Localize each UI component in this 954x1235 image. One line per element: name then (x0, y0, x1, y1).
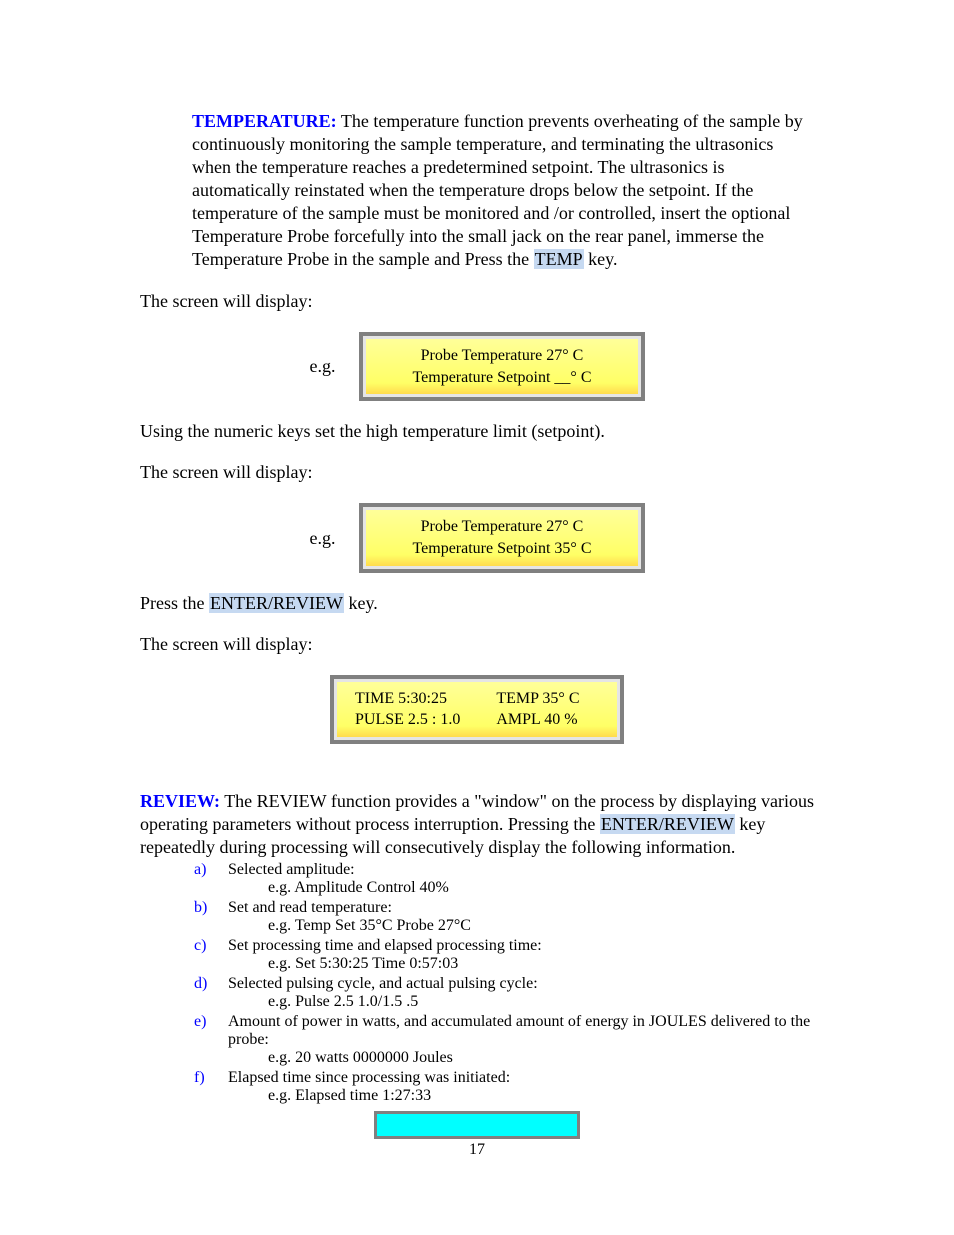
li-letter-d: d) (194, 975, 214, 1011)
lcd1-line1: Probe Temperature 27° C (412, 345, 591, 367)
lcd-inner-1: Probe Temperature 27° C Temperature Setp… (366, 339, 637, 394)
li-eg-f: e.g. Elapsed time 1:27:33 (268, 1087, 814, 1105)
enter-review-key-1: ENTER/REVIEW (209, 593, 344, 613)
li-letter-e: e) (194, 1013, 214, 1067)
lcd2-line1: Probe Temperature 27° C (412, 516, 591, 538)
li-text-e: Amount of power in watts, and accumulate… (228, 1013, 814, 1049)
temperature-paragraph: TEMPERATURE: The temperature function pr… (192, 110, 814, 271)
li-eg-d: e.g. Pulse 2.5 1.0/1.5 .5 (268, 993, 814, 1011)
eg-label-2: e.g. (309, 528, 335, 549)
li-eg-b: e.g. Temp Set 35°C Probe 27°C (268, 917, 814, 935)
li-body-c: Set processing time and elapsed processi… (228, 937, 814, 973)
review-list: a) Selected amplitude: e.g. Amplitude Co… (194, 861, 814, 1105)
li-eg-a: e.g. Amplitude Control 40% (268, 879, 814, 897)
lcd3-c1l2: PULSE 2.5 : 1.0 (355, 709, 460, 731)
li-text-c: Set processing time and elapsed processi… (228, 937, 814, 955)
lcd3-col2: TEMP 35° C AMPL 40 % (496, 688, 579, 731)
li-text-b: Set and read temperature: (228, 899, 814, 917)
li-body-f: Elapsed time since processing was initia… (228, 1069, 814, 1105)
lcd3-c2l2: AMPL 40 % (496, 709, 579, 731)
li-letter-b: b) (194, 899, 214, 935)
lcd1-line2: Temperature Setpoint __° C (412, 367, 591, 389)
lcd3-c1l1: TIME 5:30:25 (355, 688, 460, 710)
li-letter-a: a) (194, 861, 214, 897)
list-item-c: c) Set processing time and elapsed proce… (194, 937, 814, 973)
page-number: 17 (140, 1141, 814, 1159)
list-item-e: e) Amount of power in watts, and accumul… (194, 1013, 814, 1067)
li-body-a: Selected amplitude: e.g. Amplitude Contr… (228, 861, 814, 897)
press-enter-after: key. (344, 593, 378, 613)
lcd-row-3: TIME 5:30:25 PULSE 2.5 : 1.0 TEMP 35° C … (140, 675, 814, 744)
temperature-body-before: The temperature function prevents overhe… (192, 111, 803, 269)
li-letter-c: c) (194, 937, 214, 973)
temp-key: TEMP (534, 249, 584, 269)
list-item-a: a) Selected amplitude: e.g. Amplitude Co… (194, 861, 814, 897)
lcd-row-1: e.g. Probe Temperature 27° C Temperature… (140, 332, 814, 401)
cyan-box (374, 1111, 580, 1139)
li-body-e: Amount of power in watts, and accumulate… (228, 1013, 814, 1067)
list-item-b: b) Set and read temperature: e.g. Temp S… (194, 899, 814, 935)
li-eg-e: e.g. 20 watts 0000000 Joules (268, 1049, 814, 1067)
press-enter-line: Press the ENTER/REVIEW key. (140, 593, 814, 614)
li-text-d: Selected pulsing cycle, and actual pulsi… (228, 975, 814, 993)
review-label: REVIEW: (140, 791, 220, 811)
screen-display-1: The screen will display: (140, 291, 814, 312)
review-paragraph: REVIEW: The REVIEW function provides a "… (140, 790, 814, 859)
li-body-d: Selected pulsing cycle, and actual pulsi… (228, 975, 814, 1011)
list-item-d: d) Selected pulsing cycle, and actual pu… (194, 975, 814, 1011)
li-text-f: Elapsed time since processing was initia… (228, 1069, 814, 1087)
li-letter-f: f) (194, 1069, 214, 1105)
lcd2-line2: Temperature Setpoint 35° C (412, 538, 591, 560)
temperature-body-after: key. (584, 249, 618, 269)
page: TEMPERATURE: The temperature function pr… (0, 0, 954, 1235)
lcd-inner-3: TIME 5:30:25 PULSE 2.5 : 1.0 TEMP 35° C … (337, 682, 617, 737)
screen-display-3: The screen will display: (140, 634, 814, 655)
lcd-row-2: e.g. Probe Temperature 27° C Temperature… (140, 503, 814, 572)
lcd-box-2: Probe Temperature 27° C Temperature Setp… (359, 503, 644, 572)
setpoint-instruction: Using the numeric keys set the high temp… (140, 421, 814, 442)
li-body-b: Set and read temperature: e.g. Temp Set … (228, 899, 814, 935)
eg-label-1: e.g. (309, 356, 335, 377)
li-eg-c: e.g. Set 5:30:25 Time 0:57:03 (268, 955, 814, 973)
lcd3-col1: TIME 5:30:25 PULSE 2.5 : 1.0 (355, 688, 460, 731)
enter-review-key-2: ENTER/REVIEW (600, 814, 735, 834)
lcd-inner-2: Probe Temperature 27° C Temperature Setp… (366, 510, 637, 565)
lcd-box-1: Probe Temperature 27° C Temperature Setp… (359, 332, 644, 401)
lcd-box-3: TIME 5:30:25 PULSE 2.5 : 1.0 TEMP 35° C … (330, 675, 624, 744)
temperature-label: TEMPERATURE: (192, 111, 337, 131)
lcd3-c2l1: TEMP 35° C (496, 688, 579, 710)
list-item-f: f) Elapsed time since processing was ini… (194, 1069, 814, 1105)
li-text-a: Selected amplitude: (228, 861, 814, 879)
screen-display-2: The screen will display: (140, 462, 814, 483)
press-enter-before: Press the (140, 593, 209, 613)
